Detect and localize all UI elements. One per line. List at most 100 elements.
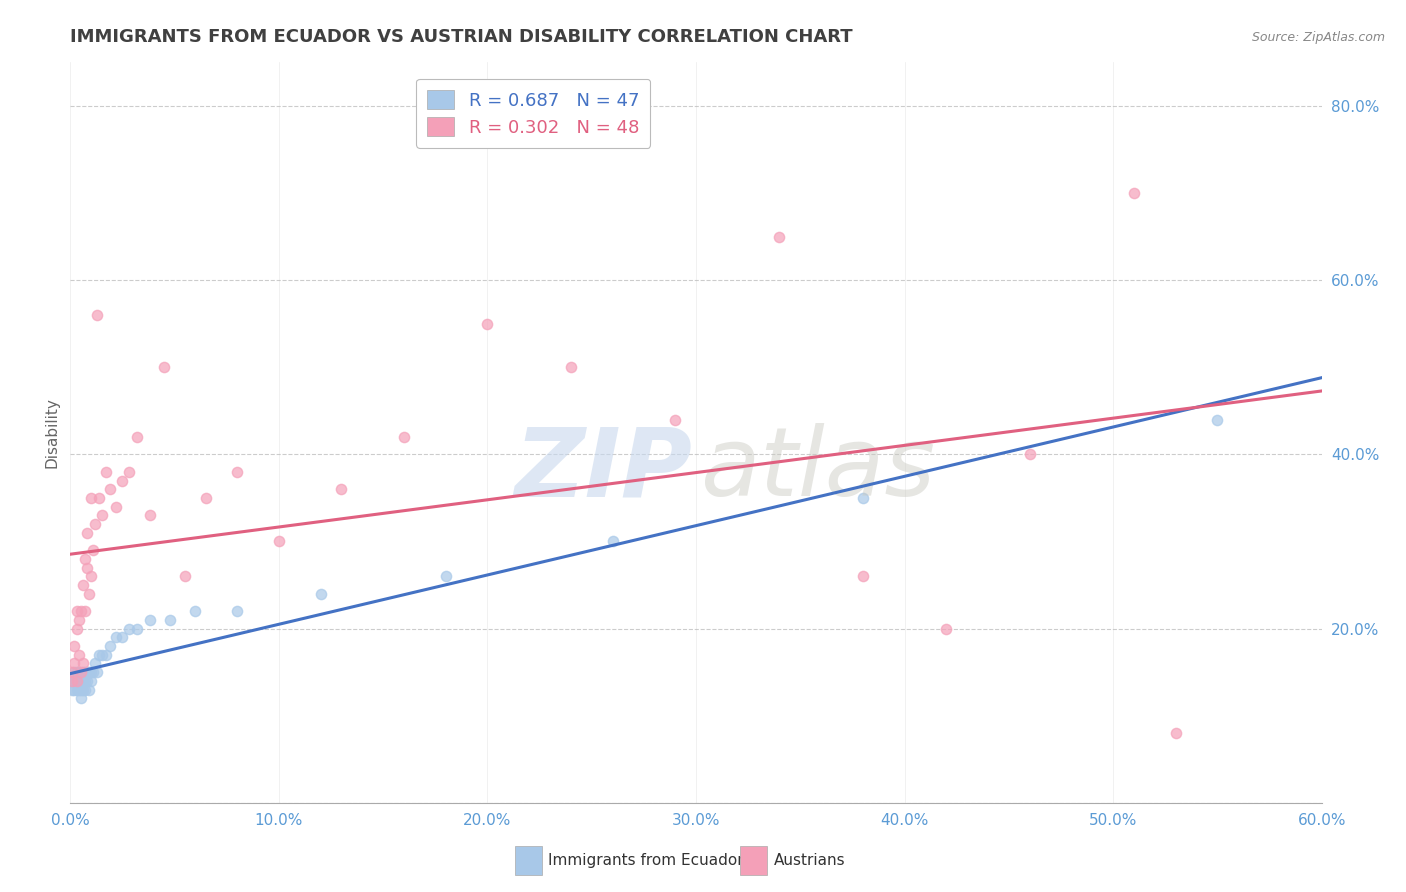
Bar [515,847,543,875]
Point [60,673,83,688]
Point [153,360,176,375]
Point [73,673,96,688]
Point [65,673,87,688]
Point [73,682,96,697]
Point [1164,726,1187,740]
Point [67,648,90,662]
Point [63,673,86,688]
Point [67,682,90,697]
Point [768,229,790,244]
Point [309,587,332,601]
Point [1018,447,1040,461]
Point [111,474,134,488]
Point [560,360,582,375]
Point [65,622,87,636]
Point [330,482,353,496]
Text: ZIP: ZIP [515,423,692,516]
Point [138,508,160,523]
Point [664,412,686,426]
Point [76,525,98,540]
Point [77,682,100,697]
Point [138,613,160,627]
Y-axis label: Disability: Disability [44,397,59,468]
Point [105,500,128,514]
Point [65,604,87,618]
Point [82,665,104,680]
Point [67,665,90,680]
Point [105,630,128,644]
Point [86,308,108,322]
Point [226,604,249,618]
Point [72,665,94,680]
Point [77,587,100,601]
Point [80,673,103,688]
Point [98,639,121,653]
Text: IMMIGRANTS FROM ECUADOR VS AUSTRIAN DISABILITY CORRELATION CHART: IMMIGRANTS FROM ECUADOR VS AUSTRIAN DISA… [70,28,853,45]
Point [125,430,148,444]
Text: Immigrants from Ecuador: Immigrants from Ecuador [548,853,744,868]
Point [94,648,117,662]
Point [90,508,112,523]
Point [72,682,94,697]
Point [76,673,98,688]
Point [73,665,96,680]
Text: atlas: atlas [700,423,935,516]
Point [65,673,87,688]
Point [1122,186,1144,200]
Point [72,673,94,688]
Point [1206,412,1229,426]
Point [77,665,100,680]
Legend: R = 0.687   N = 47, R = 0.302   N = 48: R = 0.687 N = 47, R = 0.302 N = 48 [416,78,650,147]
Point [69,691,91,706]
Point [80,665,103,680]
Point [89,648,111,662]
Point [65,665,87,680]
Point [63,639,86,653]
Point [65,673,87,688]
Point [67,673,90,688]
Point [60,682,83,697]
Point [852,491,875,505]
Point [63,657,86,671]
Point [63,682,86,697]
Point [76,560,98,574]
Point [267,534,290,549]
Point [63,665,86,680]
Point [852,569,875,583]
Point [434,569,457,583]
Point [76,665,98,680]
Point [118,622,141,636]
Point [89,491,111,505]
Point [69,682,91,697]
Point [69,673,91,688]
Point [98,482,121,496]
Point [60,665,83,680]
Point [90,648,112,662]
Point [118,465,141,479]
Point [602,534,624,549]
Point [69,604,91,618]
Point [80,491,103,505]
Point [392,430,415,444]
Text: Austrians: Austrians [773,853,845,868]
Point [111,630,134,644]
Point [226,465,249,479]
Point [159,613,181,627]
Point [65,682,87,697]
Point [73,604,96,618]
Point [82,543,104,558]
Point [86,665,108,680]
Point [174,569,197,583]
Point [194,491,217,505]
Point [73,552,96,566]
Point [69,665,91,680]
Point [184,604,207,618]
Bar [740,847,768,875]
Point [94,465,117,479]
Point [60,673,83,688]
Point [84,517,107,532]
Point [477,317,499,331]
Point [935,622,957,636]
Point [67,613,90,627]
Point [72,578,94,592]
